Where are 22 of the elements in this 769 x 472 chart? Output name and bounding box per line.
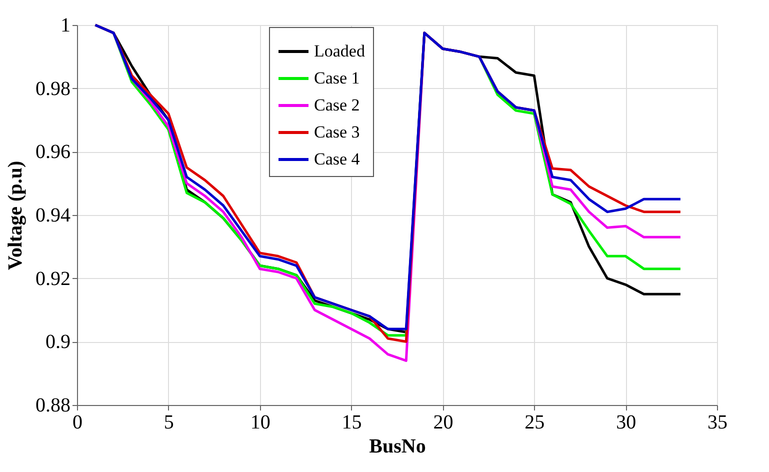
x-tick-label: 10 (250, 412, 270, 434)
x-tick-label: 20 (433, 412, 454, 434)
x-tick-label: 5 (164, 412, 174, 434)
y-axis-title: Voltage (p.u) (4, 160, 26, 270)
x-tick-label: 30 (616, 412, 636, 434)
legend-label: Loaded (314, 42, 366, 60)
y-tick-label: 0.94 (36, 204, 70, 226)
y-tick-label: 0.96 (36, 141, 70, 164)
y-tick-label: 0.92 (36, 268, 70, 290)
x-axis-title: BusNo (369, 436, 426, 458)
x-tick-label: 35 (708, 412, 728, 434)
x-tick-label: 15 (342, 412, 362, 434)
legend-label: Case 2 (314, 96, 360, 114)
x-tick-label: 25 (524, 412, 545, 434)
y-tick-label: 1 (60, 14, 70, 36)
x-tick-label: 0 (72, 412, 82, 434)
legend-label: Case 4 (314, 150, 360, 168)
legend-label: Case 3 (314, 122, 360, 142)
y-tick-label: 0.9 (46, 331, 70, 354)
y-tick-label: 0.98 (36, 78, 70, 100)
legend-label: Case 1 (314, 68, 360, 88)
y-tick-label: 0.88 (36, 394, 70, 416)
